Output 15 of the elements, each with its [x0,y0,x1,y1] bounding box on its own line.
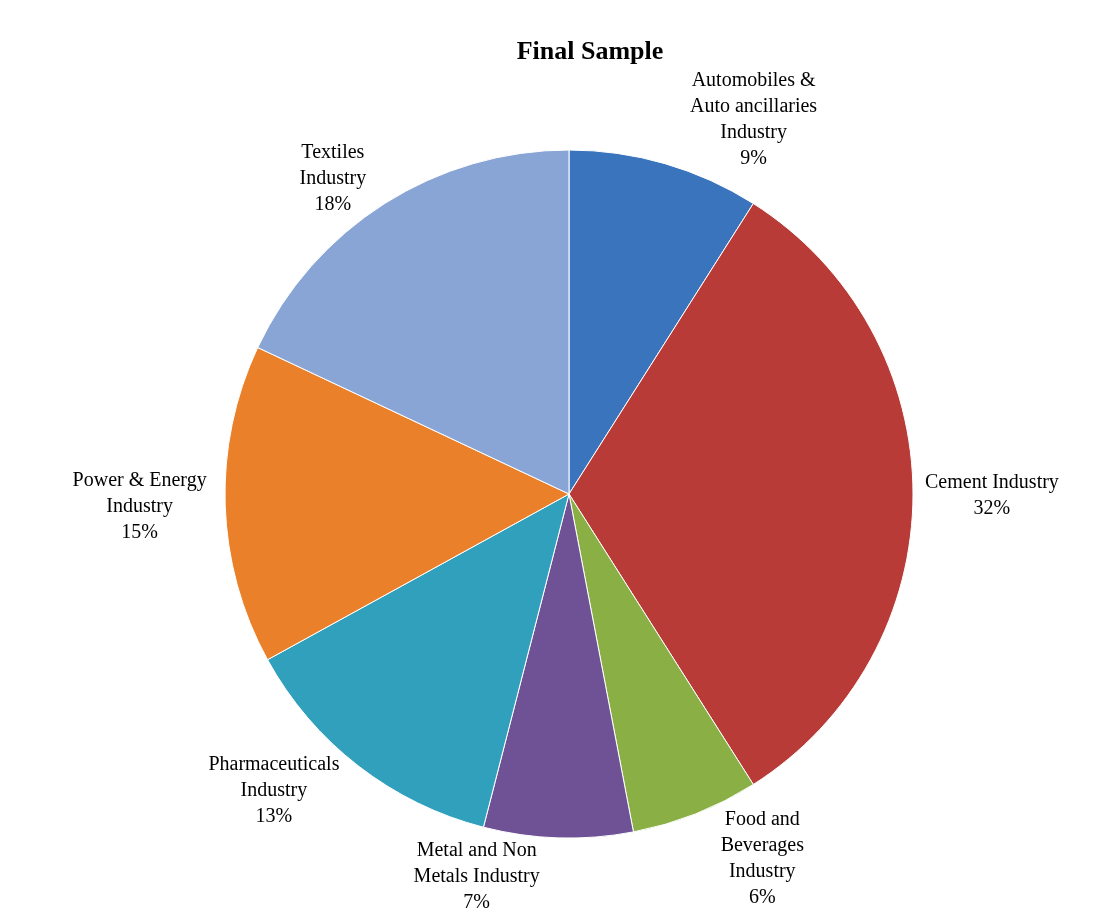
data-label: 32% [973,496,1011,518]
data-label: 18% [314,192,352,215]
data-label: 9% [740,145,767,168]
slice-label: Automobiles & Auto ancillaries Industry [689,67,818,143]
slice-label: Pharmaceuticals Industry [208,751,340,801]
data-label: 7% [463,889,490,912]
data-label: 13% [255,803,293,826]
slice-label: Textiles Industry [299,140,367,190]
data-label: 15% [121,519,158,542]
slice-label: Food and Beverages Industry [720,807,805,883]
data-label: 6% [748,885,776,908]
slice-label: Cement Industry [925,470,1059,493]
slice-label: Metal and Non Metals Industry [413,837,540,887]
slice-label: Power & Energy Industry [72,467,207,517]
chart-title: Final Sample [516,36,664,66]
